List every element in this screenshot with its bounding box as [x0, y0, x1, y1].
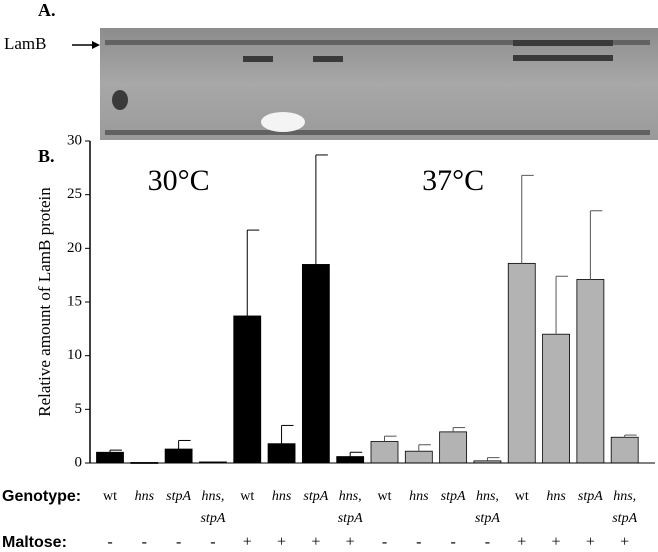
bar	[439, 431, 468, 464]
y-tick-label: 0	[75, 454, 83, 470]
y-tick-label: 5	[75, 401, 83, 417]
gel-image	[100, 28, 658, 140]
bar	[267, 443, 296, 464]
x-tick-label: hns, stpA	[338, 489, 363, 526]
x-tick-label: wt	[378, 489, 392, 504]
x-tick-label: hns	[135, 489, 155, 504]
maltose-label: +	[620, 534, 629, 551]
bar	[507, 262, 536, 464]
maltose-label: +	[517, 534, 526, 551]
x-tick-label: hns	[409, 489, 429, 504]
maltose-label: -	[176, 534, 181, 551]
gel-bands	[105, 40, 650, 135]
x-tick-label: stpA	[303, 489, 328, 504]
maltose-label: +	[552, 534, 561, 551]
y-tick-label: 20	[67, 240, 82, 256]
maltose-label: -	[450, 534, 455, 551]
bar	[610, 436, 639, 464]
maltose-label: +	[277, 534, 286, 551]
row-label: Genotype:	[2, 488, 81, 505]
maltose-label: +	[346, 534, 355, 551]
bar	[336, 456, 365, 464]
y-tick-label: 30	[67, 132, 82, 148]
arrowhead	[92, 41, 100, 49]
maltose-label: -	[142, 534, 147, 551]
maltose-label: +	[311, 534, 320, 551]
x-tick-label: stpA	[578, 489, 603, 504]
panel-label: B.	[38, 146, 55, 166]
maltose-label: +	[586, 534, 595, 551]
maltose-label: -	[416, 534, 421, 551]
x-tick-label: stpA	[441, 489, 466, 504]
bar	[233, 315, 262, 464]
x-tick-label: wt	[515, 489, 529, 504]
x-tick-label: hns, stpA	[475, 489, 500, 526]
series-label: 30°C	[148, 164, 210, 197]
x-tick-label: stpA	[166, 489, 191, 504]
x-tick-label: hns	[272, 489, 292, 504]
maltose-label: -	[382, 534, 387, 551]
band-label: LamB	[4, 34, 47, 53]
y-tick-label: 25	[67, 186, 82, 202]
y-axis-label: Relative amount of LamB protein	[35, 187, 54, 417]
panel-label: A.	[38, 0, 56, 20]
bar	[301, 264, 330, 464]
bar	[576, 279, 605, 464]
bar	[96, 451, 124, 464]
row-label: Maltose:	[2, 534, 67, 551]
bar	[404, 450, 433, 464]
x-tick-label: hns, stpA	[200, 489, 225, 526]
bar	[542, 333, 570, 464]
x-tick-label: wt	[240, 489, 254, 504]
bar	[164, 448, 193, 464]
maltose-label: -	[210, 534, 215, 551]
y-tick-label: 15	[67, 293, 82, 309]
bar	[370, 441, 399, 464]
x-tick-label: hns	[546, 489, 566, 504]
x-tick-label: wt	[103, 489, 117, 504]
y-tick-label: 10	[67, 347, 82, 363]
maltose-label: -	[107, 534, 112, 551]
series-label: 37°C	[422, 164, 484, 197]
x-tick-label: hns, stpA	[612, 489, 637, 526]
maltose-label: +	[243, 534, 252, 551]
maltose-label: -	[485, 534, 490, 551]
